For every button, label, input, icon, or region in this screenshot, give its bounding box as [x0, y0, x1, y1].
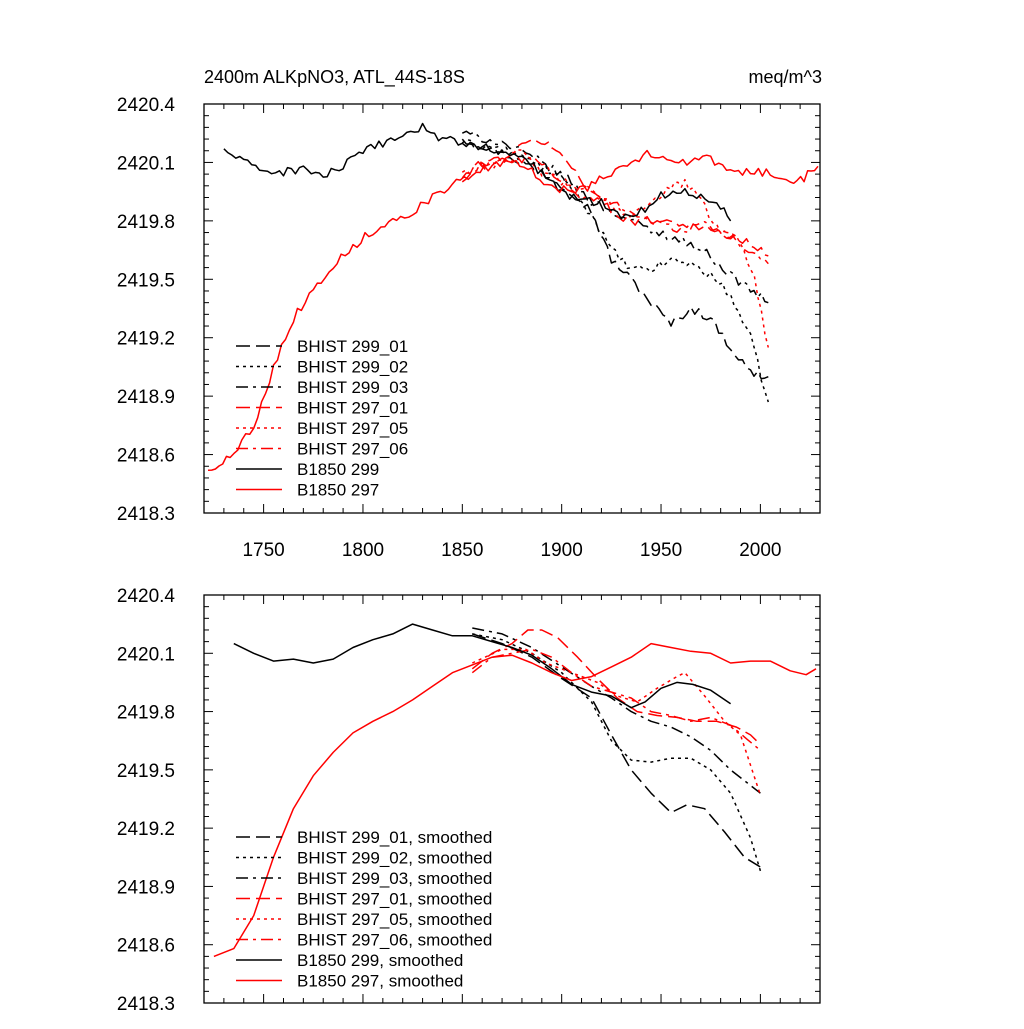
y-tick-label: 2420.1 — [117, 644, 175, 665]
series-line — [472, 633, 762, 872]
y-tick-label: 2418.6 — [117, 936, 175, 957]
y-tick-label: 2419.5 — [117, 270, 175, 291]
series-line — [461, 155, 769, 265]
legend-label: BHIST 297_01, smoothed — [297, 890, 492, 909]
series-line — [461, 130, 769, 304]
legend-label: BHIST 299_03, smoothed — [297, 869, 492, 888]
x-tick-label: 2000 — [739, 540, 781, 561]
top-panel: 1750 1800 1850 1900 1950 2000 2418.3 2418.6 2418… — [117, 95, 821, 561]
chart-title-left: 2400m ALKpNO3, ATL_44S-18S — [204, 67, 465, 88]
bottom-panel: 2418.3 2418.6 2418.9 2419.2 2419.5 2419.8 2420… — [117, 586, 821, 1015]
series-line — [461, 138, 770, 403]
y-tick-label: 2420.4 — [117, 586, 176, 607]
y-tick-label: 2419.2 — [117, 329, 175, 350]
series-line — [461, 138, 769, 380]
series-line — [233, 623, 732, 709]
plot-frame — [203, 594, 821, 1004]
series-line — [461, 149, 770, 348]
legend-label: BHIST 297_06, smoothed — [297, 931, 492, 950]
legend-label: BHIST 297_01 — [297, 399, 408, 418]
y-tick-label: 2419.8 — [117, 703, 175, 724]
x-tick-label: 1750 — [242, 540, 284, 561]
x-tick-label: 1800 — [342, 540, 384, 561]
series-line — [472, 633, 761, 868]
legend-label: B1850 297, smoothed — [297, 972, 463, 991]
y-tick-label: 2418.9 — [117, 877, 175, 898]
y-tick-label: 2419.5 — [117, 761, 175, 782]
series-line — [207, 149, 819, 471]
x-tick-label: 1900 — [541, 540, 583, 561]
series-line — [471, 629, 761, 746]
legend-label: BHIST 299_01 — [297, 337, 408, 356]
y-tick-label: 2420.4 — [117, 95, 176, 116]
legend-label: BHIST 297_06 — [297, 440, 408, 459]
y-tick-label: 2419.8 — [117, 212, 175, 233]
legend-label: B1850 299, smoothed — [297, 951, 463, 970]
y-tick-label: 2418.9 — [117, 387, 175, 408]
x-tick-label: 1850 — [441, 540, 483, 561]
legend-label: BHIST 299_03 — [297, 378, 408, 397]
legend-label: B1850 297 — [297, 481, 379, 500]
y-tick-label: 2419.2 — [117, 819, 175, 840]
legend-label: B1850 299 — [297, 460, 379, 479]
y-tick-label: 2418.6 — [117, 446, 175, 467]
series-line — [472, 627, 761, 794]
legend-label: BHIST 297_05 — [297, 419, 408, 438]
x-tick-label: 1950 — [640, 540, 682, 561]
plot-frame — [203, 103, 821, 514]
y-tick-label: 2420.1 — [117, 153, 175, 174]
series-line — [223, 122, 732, 222]
chart-title-units: meq/m^3 — [749, 67, 822, 87]
series-line — [213, 642, 817, 958]
legend-label: BHIST 299_02, smoothed — [297, 849, 492, 868]
legend-label: BHIST 299_02 — [297, 358, 408, 377]
y-tick-label: 2418.3 — [117, 504, 175, 525]
legend-label: BHIST 299_01, smoothed — [297, 828, 492, 847]
series-line — [471, 648, 762, 796]
legend-label: BHIST 297_05, smoothed — [297, 910, 492, 929]
y-tick-label: 2418.3 — [117, 994, 175, 1015]
